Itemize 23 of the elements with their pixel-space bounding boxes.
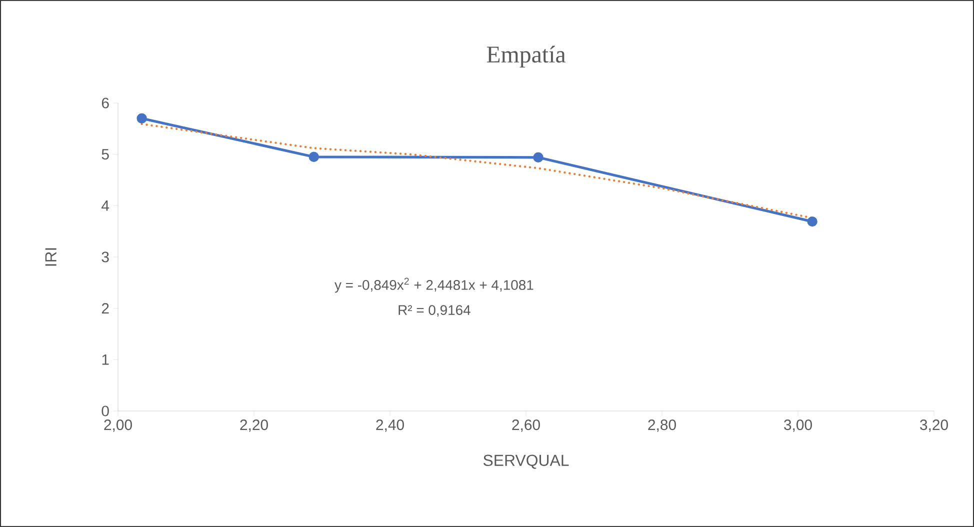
y-axis-title: IRI <box>45 248 56 266</box>
point <box>136 113 147 124</box>
point <box>533 152 544 163</box>
x-tick-label: 2,20 <box>240 420 268 432</box>
x-axis-title: SERVQUAL <box>483 454 569 469</box>
point <box>308 152 319 162</box>
y-tick-label: 4 <box>102 200 110 211</box>
x-tick-label: 2,80 <box>648 420 676 432</box>
x-tick-label: 2,00 <box>104 420 132 432</box>
x-tick-label: 2,40 <box>376 420 404 432</box>
point <box>807 216 818 227</box>
chart-title: Empatía <box>486 46 566 68</box>
y-tick-label: 0 <box>102 406 109 416</box>
annotation: R² = 0,9164 <box>398 305 470 317</box>
y-tick-label: 1 <box>102 354 109 365</box>
y-tick-label: 3 <box>102 252 109 262</box>
y-tick-label: 5 <box>102 149 109 160</box>
y-tick-label: 2 <box>102 303 109 314</box>
x-tick-label: 3,00 <box>784 420 812 432</box>
x-tick-label: 3,20 <box>920 420 948 432</box>
annotation: y = -0,849x$^{2}$ + 2,4481x + 4,1081 <box>334 278 534 293</box>
x-tick-label: 2,60 <box>512 420 540 432</box>
y-tick-label: 6 <box>102 98 109 108</box>
